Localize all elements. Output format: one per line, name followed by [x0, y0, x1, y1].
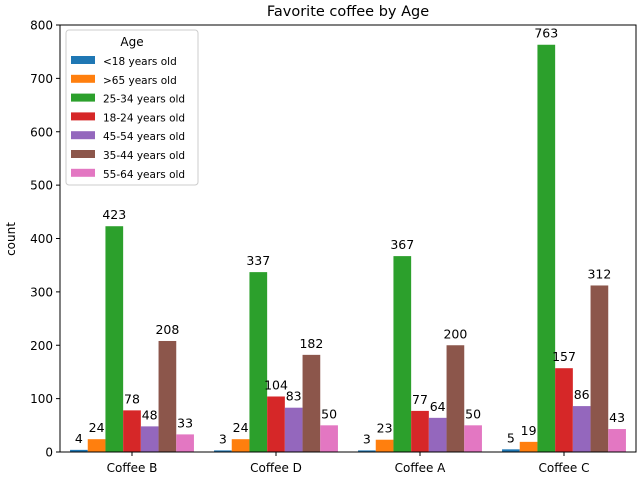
bar-value-label: 83: [286, 389, 302, 404]
legend-swatch: [71, 56, 95, 64]
bar-value-label: 5: [507, 430, 515, 445]
legend: Age <18 years old >65 years old 25-34 year…: [65, 29, 199, 186]
bar-value-label: 50: [465, 406, 481, 421]
bar-value-label: 33: [177, 415, 193, 430]
bar: [428, 417, 447, 452]
bar: [555, 368, 573, 452]
legend-label: 18-24 years old: [103, 112, 185, 124]
plot-frame: [59, 24, 637, 453]
bars: [70, 44, 626, 452]
bar: [320, 425, 338, 452]
bar-value-label: 200: [443, 326, 467, 341]
bar-value-label: 182: [299, 336, 323, 351]
legend-swatch: [71, 112, 95, 121]
bar-value-label: 86: [574, 387, 590, 402]
bar: [140, 426, 159, 452]
bar-value-label: 312: [587, 266, 611, 281]
bar: [393, 256, 412, 452]
bar: [70, 449, 88, 452]
y-tick-label: 800: [30, 19, 53, 33]
bar: [302, 354, 321, 452]
legend-title: Age: [120, 35, 143, 49]
legend-label: 55-64 years old: [103, 169, 185, 181]
bar: [446, 345, 465, 452]
bar-value-label: 19: [521, 423, 537, 438]
y-tick-label: 100: [30, 392, 53, 406]
bar-value-label: 77: [412, 392, 428, 407]
legend-items: <18 years old >65 years old 25-34 years ol…: [71, 56, 185, 181]
chart-title: Favorite coffee by Age: [267, 4, 429, 20]
bar: [176, 434, 194, 452]
legend-label: 25-34 years old: [103, 94, 185, 106]
legend-swatch: [71, 93, 95, 102]
bar: [123, 410, 141, 452]
bar-value-label: 3: [219, 431, 227, 446]
bar-value-label: 208: [155, 322, 179, 337]
x-tick-label: Coffee B: [107, 461, 158, 475]
bar: [105, 226, 124, 452]
bar: [249, 272, 268, 452]
bar: [572, 406, 591, 452]
legend-label: >65 years old: [103, 75, 177, 87]
y-tick-label: 700: [30, 72, 53, 86]
x-tick-label: Coffee C: [539, 461, 590, 475]
bar-value-label: 763: [534, 26, 558, 41]
y-tick-label: 500: [30, 179, 53, 193]
bar-value-label: 157: [552, 349, 576, 364]
bar: [231, 439, 250, 452]
y-tick-label: 0: [45, 446, 53, 460]
bar-value-label: 64: [430, 399, 446, 414]
bar: [537, 44, 556, 452]
bar-value-label: 423: [102, 207, 126, 222]
bar: [411, 410, 429, 452]
bar-value-label: 24: [89, 420, 105, 435]
legend-swatch: [71, 150, 95, 158]
bar-value-label: 23: [377, 421, 393, 436]
bar-value-label: 78: [124, 391, 140, 406]
bar-value-label: 337: [246, 253, 270, 268]
bar: [464, 425, 482, 452]
bar-value-label: 4: [75, 431, 83, 446]
bar: [284, 407, 303, 452]
x-tick-label: Coffee A: [395, 461, 447, 475]
x-tick-label: Coffee D: [250, 461, 302, 475]
y-tick-label: 600: [30, 125, 53, 139]
legend-swatch: [71, 131, 95, 140]
bar-value-label: 367: [390, 237, 414, 252]
bar-value-label: 3: [363, 431, 371, 446]
x-axis: Coffee B Coffee D Coffee A Coffee C: [107, 452, 590, 475]
legend-swatch: [71, 168, 95, 177]
legend-label: 45-54 years old: [103, 131, 185, 143]
bar: [519, 441, 538, 452]
bar: [375, 439, 394, 452]
y-axis: 0 100 200 300 400 500 600 700 800: [30, 19, 60, 460]
y-tick-label: 200: [30, 339, 53, 353]
bar-value-label: 104: [264, 377, 288, 392]
y-axis-label: count: [4, 222, 18, 256]
y-tick-label: 300: [30, 285, 53, 299]
bar-value-label: 48: [142, 407, 158, 422]
bar: [608, 429, 626, 452]
legend-box: [65, 29, 199, 186]
legend-swatch: [71, 74, 95, 83]
bar-value-label: 50: [321, 406, 337, 421]
bar-value-label: 24: [233, 420, 249, 435]
bar: [158, 340, 177, 452]
bar-value-label: 43: [609, 410, 625, 425]
legend-label: <18 years old: [103, 56, 177, 68]
bar: [267, 396, 285, 452]
bar: [214, 450, 232, 452]
bar: [590, 285, 609, 452]
bar: [502, 449, 520, 452]
y-tick-label: 400: [30, 232, 53, 246]
legend-label: 35-44 years old: [103, 150, 185, 162]
bar: [358, 450, 376, 452]
bar: [87, 439, 106, 452]
